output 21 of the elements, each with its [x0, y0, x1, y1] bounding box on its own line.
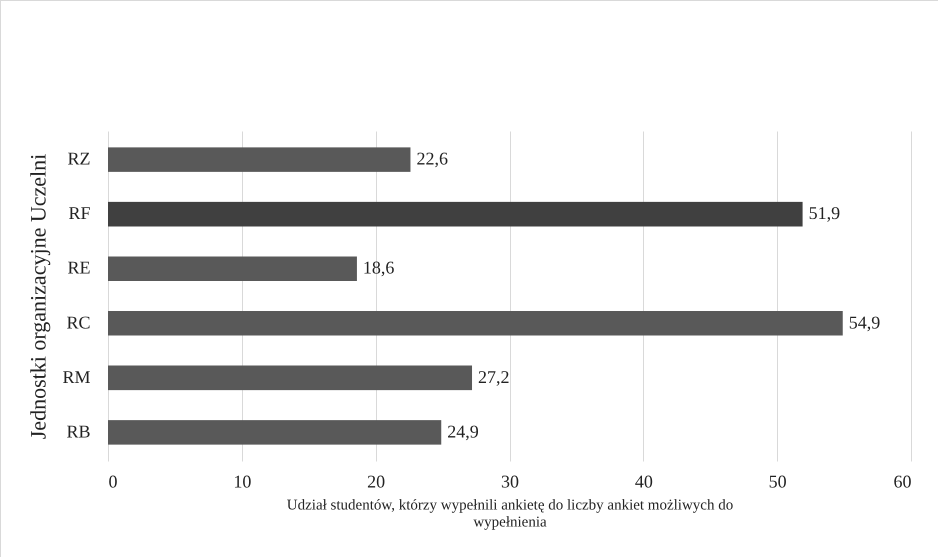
- x-tick-label: 40: [634, 472, 653, 492]
- data-label: 54,9: [848, 312, 880, 332]
- y-tick-label: RZ: [67, 148, 90, 169]
- y-tick-label: RE: [67, 258, 90, 278]
- y-tick-label: RC: [66, 312, 90, 332]
- x-tick-label: 60: [894, 472, 912, 492]
- x-axis-title: Udział studentów, którzy wypełnili ankietę do liczby ankiet możliwych do wypełnienia: [286, 498, 734, 530]
- data-label: 27,2: [478, 366, 510, 387]
- y-tick-label: RB: [66, 421, 90, 442]
- x-tick-label: 30: [501, 472, 519, 492]
- data-label: 18,6: [362, 258, 394, 278]
- x-tick-label: 50: [768, 472, 787, 492]
- data-label: 51,9: [808, 203, 840, 224]
- y-tick-label: RF: [68, 203, 90, 224]
- x-tick-label: 20: [367, 472, 386, 492]
- data-label: 22,6: [416, 148, 448, 169]
- data-label: 24,9: [447, 421, 479, 442]
- x-tick-label: 10: [233, 472, 252, 492]
- y-tick-label: RM: [62, 366, 90, 387]
- x-tick-label: 0: [108, 472, 118, 492]
- y-axis-title: Jednostki organizacyjne Uczelni: [25, 154, 50, 440]
